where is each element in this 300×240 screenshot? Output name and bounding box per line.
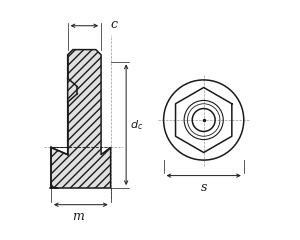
Polygon shape <box>51 50 111 188</box>
Text: c: c <box>111 18 118 31</box>
Text: m: m <box>73 210 84 223</box>
Text: s: s <box>200 181 207 194</box>
Text: $d_c$: $d_c$ <box>130 118 143 132</box>
